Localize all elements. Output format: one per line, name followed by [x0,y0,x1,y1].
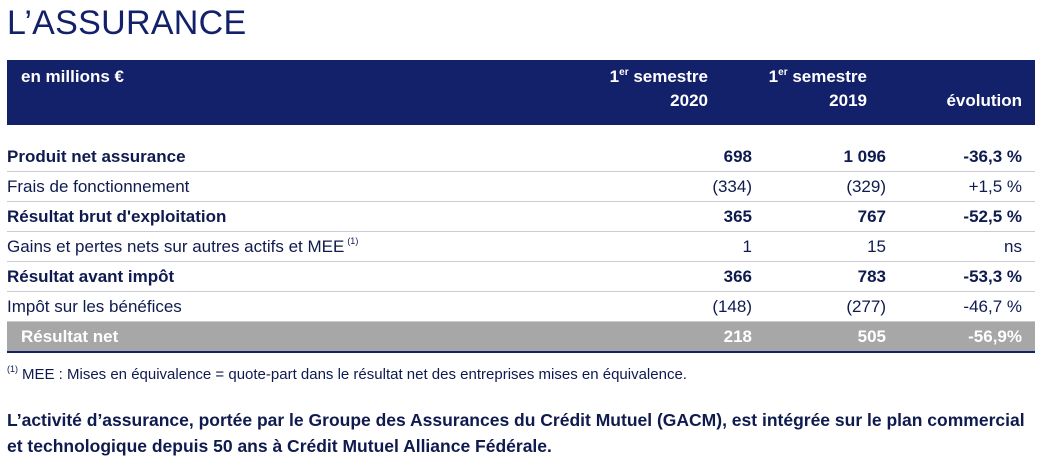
column-header-2019: 1er semestre 2019 [769,65,867,113]
table-row: Résultat avant impôt 366 783 -53,3 % [7,262,1035,292]
table-body: Produit net assurance 698 1 096 -36,3 % … [7,142,1035,353]
footnote-text: MEE : Mises en équivalence = quote-part … [22,366,687,383]
value-2020: (334) [712,177,752,196]
value-2020: 698 [723,147,752,166]
total-2020: 218 [723,327,752,346]
page-title: L’ASSURANCE [7,4,247,42]
total-label: Résultat net [21,327,119,346]
footnote-ref: (1) [347,236,359,246]
total-2019: 505 [857,327,886,346]
column-header-evolution: évolution [946,91,1022,110]
table-row: Produit net assurance 698 1 096 -36,3 % [7,142,1035,172]
col1-sup: er [619,67,629,78]
row-label: Impôt sur les bénéfices [7,297,182,316]
value-evolution: -46,7 % [963,297,1022,316]
value-2019: (277) [846,297,886,316]
unit-label: en millions € [21,67,124,86]
col1-line1: semestre [633,67,708,86]
total-evolution: -56,9% [968,327,1022,346]
row-label-text: Gains et pertes nets sur autres actifs e… [7,237,345,256]
row-label: Produit net assurance [7,147,186,166]
footnote-mark: (1) [7,364,18,374]
value-2020: 365 [723,207,752,226]
value-evolution: ns [1004,237,1022,256]
table-row: Gains et pertes nets sur autres actifs e… [7,232,1035,262]
value-2019: 1 096 [843,147,886,166]
col2-sup: er [778,67,788,78]
footnote: (1) MEE : Mises en équivalence = quote-pa… [7,364,687,384]
column-header-2020: 1er semestre 2020 [610,65,708,113]
col2-prefix: 1 [768,67,779,86]
value-evolution: -36,3 % [963,147,1022,166]
value-evolution: -53,3 % [963,267,1022,286]
table-header: en millions € 1er semestre 2020 1er seme… [7,60,1035,125]
value-2019: 767 [857,207,886,226]
col1-line2: 2020 [670,91,708,110]
total-row: Résultat net 218 505 -56,9% [7,322,1035,353]
row-label: Gains et pertes nets sur autres actifs e… [7,232,358,261]
row-label: Résultat avant impôt [7,267,175,286]
value-2020: 1 [742,237,752,256]
value-2019: 783 [857,267,886,286]
col2-line1: semestre [792,67,867,86]
value-2019: 15 [867,237,886,256]
value-2019: (329) [846,177,886,196]
table-row: Frais de fonctionnement (334) (329) +1,5… [7,172,1035,202]
row-label: Résultat brut d'exploitation [7,207,227,226]
value-2020: (148) [712,297,752,316]
table-row: Impôt sur les bénéfices (148) (277) -46,… [7,292,1035,322]
value-evolution: +1,5 % [968,177,1022,196]
value-2020: 366 [723,267,752,286]
value-evolution: -52,5 % [963,207,1022,226]
table-row: Résultat brut d'exploitation 365 767 -52… [7,202,1035,232]
col2-line2: 2019 [829,91,867,110]
col1-prefix: 1 [609,67,620,86]
description-paragraph: L’activité d’assurance, portée par le Gr… [7,410,1025,456]
row-label: Frais de fonctionnement [7,177,190,196]
